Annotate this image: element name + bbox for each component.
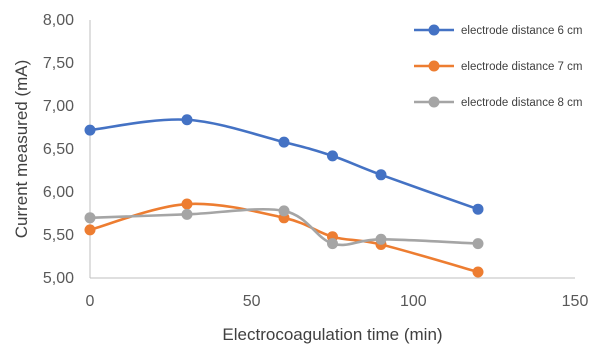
- series-line: [88, 202, 480, 274]
- legend-marker: [428, 60, 440, 72]
- x-tick-label: 0: [86, 293, 95, 310]
- y-tick-label: 5,00: [43, 270, 74, 287]
- y-tick-label: 8,00: [43, 12, 74, 29]
- data-point: [327, 150, 338, 162]
- data-point: [181, 114, 193, 126]
- data-point: [472, 203, 484, 215]
- legend-label: electrode distance 7 cm: [461, 61, 582, 73]
- x-tick-labels: 0 50 100 150: [86, 293, 589, 310]
- legend-label: electrode distance 6 cm: [461, 25, 582, 37]
- data-point: [278, 205, 290, 217]
- legend-item: electrode distance 7 cm: [414, 60, 582, 73]
- y-tick-label: 6,50: [43, 141, 74, 158]
- data-point: [84, 212, 96, 224]
- series-line: [88, 118, 480, 211]
- data-point: [327, 238, 338, 250]
- legend-item: electrode distance 8 cm: [414, 96, 582, 109]
- data-point: [472, 238, 484, 250]
- legend: electrode distance 6 cm electrode distanc…: [414, 24, 582, 109]
- x-axis-title: Electrocoagulation time (min): [222, 325, 442, 344]
- y-axis-title: Current measured (mA): [12, 60, 31, 239]
- legend-item: electrode distance 6 cm: [414, 24, 582, 37]
- y-tick-label: 7,50: [43, 55, 74, 72]
- data-point: [375, 169, 387, 181]
- series-group: [84, 114, 484, 215]
- data-point: [375, 233, 387, 245]
- y-tick-labels: 5,00 5,50 6,00 6,50 7,00 7,50 8,00: [43, 12, 74, 287]
- series-layer: [84, 114, 484, 278]
- data-point: [181, 198, 193, 210]
- series-group: [84, 205, 484, 250]
- legend-label: electrode distance 8 cm: [461, 97, 582, 109]
- legend-marker: [428, 96, 440, 108]
- legend-marker: [428, 24, 440, 36]
- data-point: [84, 124, 96, 136]
- y-tick-label: 7,00: [43, 98, 74, 115]
- series-line: [88, 207, 480, 247]
- data-point: [84, 224, 96, 236]
- data-point: [472, 266, 484, 278]
- data-point: [181, 208, 193, 220]
- x-tick-label: 100: [400, 293, 427, 310]
- y-tick-label: 5,50: [43, 227, 74, 244]
- y-tick-label: 6,00: [43, 184, 74, 201]
- x-tick-label: 150: [562, 293, 589, 310]
- data-point: [278, 136, 290, 148]
- x-tick-label: 50: [243, 293, 261, 310]
